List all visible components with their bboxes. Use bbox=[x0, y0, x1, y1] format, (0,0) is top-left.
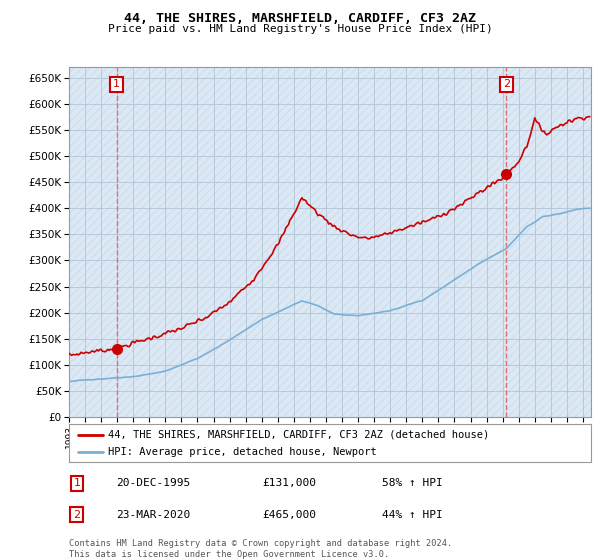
Text: 2: 2 bbox=[73, 510, 80, 520]
Text: 1: 1 bbox=[73, 478, 80, 488]
Text: 44, THE SHIRES, MARSHFIELD, CARDIFF, CF3 2AZ: 44, THE SHIRES, MARSHFIELD, CARDIFF, CF3… bbox=[124, 12, 476, 25]
Text: HPI: Average price, detached house, Newport: HPI: Average price, detached house, Newp… bbox=[108, 447, 377, 458]
Text: 2: 2 bbox=[503, 80, 510, 90]
Text: 44, THE SHIRES, MARSHFIELD, CARDIFF, CF3 2AZ (detached house): 44, THE SHIRES, MARSHFIELD, CARDIFF, CF3… bbox=[108, 430, 490, 440]
Text: 23-MAR-2020: 23-MAR-2020 bbox=[116, 510, 190, 520]
Text: £465,000: £465,000 bbox=[262, 510, 316, 520]
Text: Contains HM Land Registry data © Crown copyright and database right 2024.
This d: Contains HM Land Registry data © Crown c… bbox=[69, 539, 452, 559]
Text: £131,000: £131,000 bbox=[262, 478, 316, 488]
Text: 44% ↑ HPI: 44% ↑ HPI bbox=[382, 510, 443, 520]
Text: 1: 1 bbox=[113, 80, 120, 90]
Text: Price paid vs. HM Land Registry's House Price Index (HPI): Price paid vs. HM Land Registry's House … bbox=[107, 24, 493, 34]
Text: 58% ↑ HPI: 58% ↑ HPI bbox=[382, 478, 443, 488]
Text: 20-DEC-1995: 20-DEC-1995 bbox=[116, 478, 190, 488]
